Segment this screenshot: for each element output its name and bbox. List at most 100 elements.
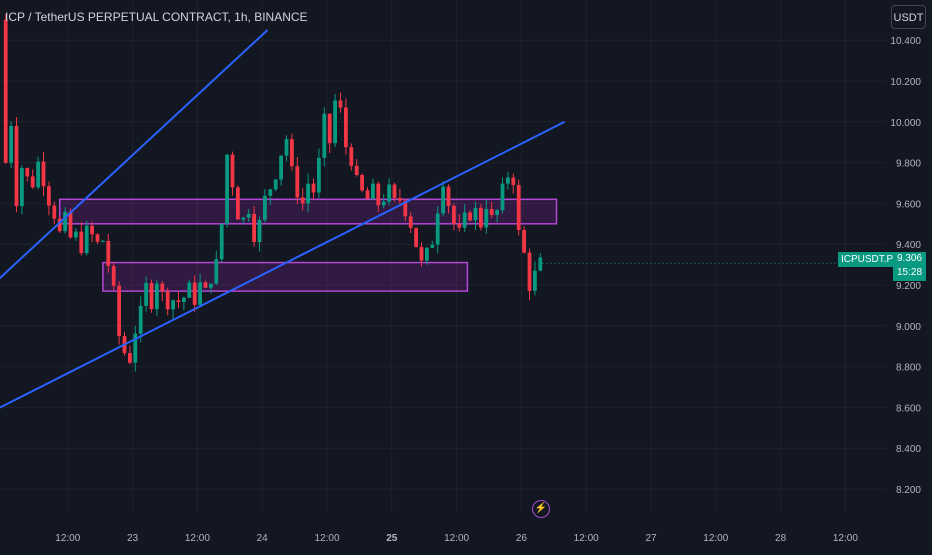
candle-body: [198, 282, 202, 305]
candle-body: [484, 208, 489, 228]
x-tick-label: 26: [516, 533, 528, 544]
candle-body: [333, 100, 337, 144]
trendline: [0, 29, 269, 280]
candle-body: [387, 184, 391, 202]
candle-body: [430, 244, 435, 248]
candle-body: [452, 205, 456, 224]
symbol-badge: ICPUSDT.P: [838, 252, 897, 267]
candle-body: [63, 211, 67, 232]
last-price-value: 9.306: [896, 253, 923, 264]
candle-body: [360, 174, 364, 191]
candle-body: [516, 185, 521, 231]
x-tick-label: 27: [645, 533, 657, 544]
candle-body: [30, 176, 35, 188]
candle-body: [203, 282, 208, 288]
candle-body: [473, 207, 478, 221]
x-tick-label: 25: [386, 533, 398, 544]
candle-body: [317, 157, 321, 193]
candle-body: [111, 266, 116, 286]
candle-body: [268, 189, 273, 196]
x-tick-label: 12:00: [314, 533, 339, 544]
candle-body: [106, 240, 111, 267]
candle-body: [398, 198, 402, 201]
last-price-badge: 9.306 15:28: [893, 252, 926, 281]
candle-body: [95, 234, 100, 242]
candle-body: [500, 183, 505, 211]
candle-body: [117, 285, 121, 337]
candle-body: [187, 282, 192, 298]
candle-body: [84, 225, 89, 254]
bar-countdown: 15:28: [896, 267, 923, 278]
candle-body: [327, 113, 332, 144]
y-tick-label: 10.000: [890, 118, 921, 129]
candle-body: [3, 19, 8, 163]
candle-body: [246, 213, 251, 218]
candle-body: [414, 227, 418, 247]
candle-body: [263, 195, 267, 220]
candle-body: [538, 257, 543, 271]
y-tick-label: 10.400: [890, 36, 921, 47]
candle-body: [511, 177, 516, 186]
candle-body: [468, 212, 472, 221]
x-tick-label: 12:00: [444, 533, 469, 544]
candle-body: [165, 291, 170, 310]
candle-body: [192, 282, 197, 305]
x-tick-label: 12:00: [833, 533, 858, 544]
candle-body: [533, 270, 537, 291]
y-tick-label: 9.000: [896, 322, 921, 333]
candle-body: [527, 252, 532, 291]
candle-body: [376, 183, 381, 206]
candle-body: [128, 353, 132, 363]
currency-button[interactable]: USDT: [891, 5, 926, 29]
candle-body: [290, 139, 294, 167]
candle-body: [419, 246, 424, 261]
candle-body: [171, 300, 175, 310]
y-tick-label: 9.800: [896, 159, 921, 170]
y-axis: 10.400 10.200 10.000 9.800 9.600 9.400 9.200 9.…: [890, 36, 921, 496]
x-tick-label: 28: [775, 533, 787, 544]
candle-body: [489, 208, 494, 215]
chart-title: ICP / TetherUS PERPETUAL CONTRACT, 1h, B…: [5, 10, 308, 24]
x-tick-label: 12:00: [55, 533, 80, 544]
candle-body: [144, 283, 148, 306]
y-tick-label: 10.200: [890, 77, 921, 88]
candle-body: [344, 107, 348, 148]
candle-body: [252, 213, 256, 243]
candle-body: [155, 283, 159, 310]
candle-body: [14, 125, 19, 207]
candle-body: [41, 161, 46, 187]
y-tick-label: 8.400: [896, 444, 921, 455]
candle-body: [279, 155, 283, 180]
y-tick-label: 9.200: [896, 281, 921, 292]
candle-body: [446, 186, 451, 206]
lightning-bolt-icon[interactable]: ⚡: [532, 500, 550, 518]
candle-body: [479, 207, 483, 228]
x-tick-label: 24: [257, 533, 269, 544]
candle-body: [371, 183, 375, 199]
candle-body: [273, 179, 278, 190]
y-tick-label: 8.800: [896, 363, 921, 374]
x-tick-label: 23: [127, 533, 139, 544]
candle-body: [219, 223, 224, 260]
candle-body: [176, 300, 181, 303]
candle-body: [311, 183, 316, 193]
candle-body: [20, 168, 24, 207]
candle-body: [322, 113, 327, 158]
candle-body: [522, 230, 526, 253]
x-axis: 12:00 23 12:00 24 12:00 25 12:00 26 12:00 27 12:00…: [55, 533, 858, 544]
candle-body: [241, 217, 246, 220]
candle-body: [160, 283, 165, 292]
candle-body: [403, 200, 408, 217]
candle-body: [209, 283, 213, 288]
candle-body: [495, 210, 499, 215]
candle-body: [392, 184, 397, 199]
candle-body: [338, 100, 343, 108]
candle-body: [295, 166, 300, 198]
candle-body: [149, 283, 154, 310]
trendline: [0, 120, 566, 409]
candle-body: [441, 186, 445, 214]
x-tick-label: 12:00: [574, 533, 599, 544]
candle-body: [365, 190, 370, 199]
